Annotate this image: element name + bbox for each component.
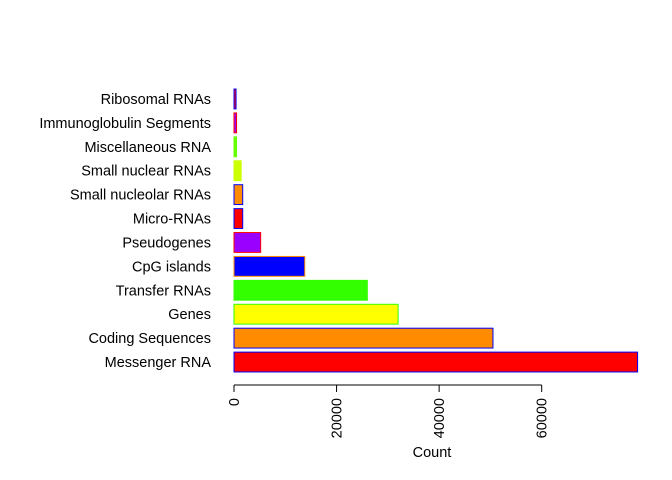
category-label-cpg-islands: CpG islands <box>132 259 211 275</box>
x-tick-label: 60000 <box>535 398 551 438</box>
category-label-genes: Genes <box>168 307 211 323</box>
bar-immunoglobulin-segments <box>233 112 238 134</box>
bar-transfer-rnas <box>233 279 368 301</box>
category-label-pseudogenes: Pseudogenes <box>122 235 211 251</box>
category-label-messenger-rna: Messenger RNA <box>105 355 212 371</box>
bar-cpg-islands <box>233 255 306 277</box>
bar-messenger-rna <box>233 351 639 373</box>
bar-small-nucleolar-rnas <box>233 184 244 206</box>
bar-ribosomal-rnas <box>233 88 237 110</box>
bar-small-nuclear-rnas <box>233 160 242 182</box>
bars-layer <box>233 88 639 373</box>
category-label-small-nucleolar-rnas: Small nucleolar RNAs <box>70 188 211 204</box>
category-label-coding-sequences: Coding Sequences <box>88 331 211 347</box>
x-tick-label: 40000 <box>432 398 448 438</box>
category-label-immunoglobulin-segments: Immunoglobulin Segments <box>39 116 211 132</box>
bar-pseudogenes <box>233 232 262 253</box>
bar-miscellaneous-rna <box>233 136 238 158</box>
x-axis: 0 20000 40000 60000 <box>227 384 551 438</box>
x-axis-title: Count <box>413 445 452 461</box>
category-label-transfer-rnas: Transfer RNAs <box>116 283 211 299</box>
x-tick-label: 20000 <box>330 398 346 438</box>
category-label-small-nuclear-rnas: Small nuclear RNAs <box>81 164 211 180</box>
category-label-micro-rnas: Micro-RNAs <box>133 212 211 228</box>
bar-genes <box>233 303 399 325</box>
category-label-ribosomal-rnas: Ribosomal RNAs <box>101 92 211 108</box>
category-label-miscellaneous-rna: Miscellaneous RNA <box>84 140 211 156</box>
x-tick-label: 0 <box>227 398 243 406</box>
bar-coding-sequences <box>233 327 494 349</box>
bar-micro-rnas <box>233 208 244 229</box>
category-labels: Messenger RNA Coding Sequences Genes Transf… <box>39 92 211 371</box>
